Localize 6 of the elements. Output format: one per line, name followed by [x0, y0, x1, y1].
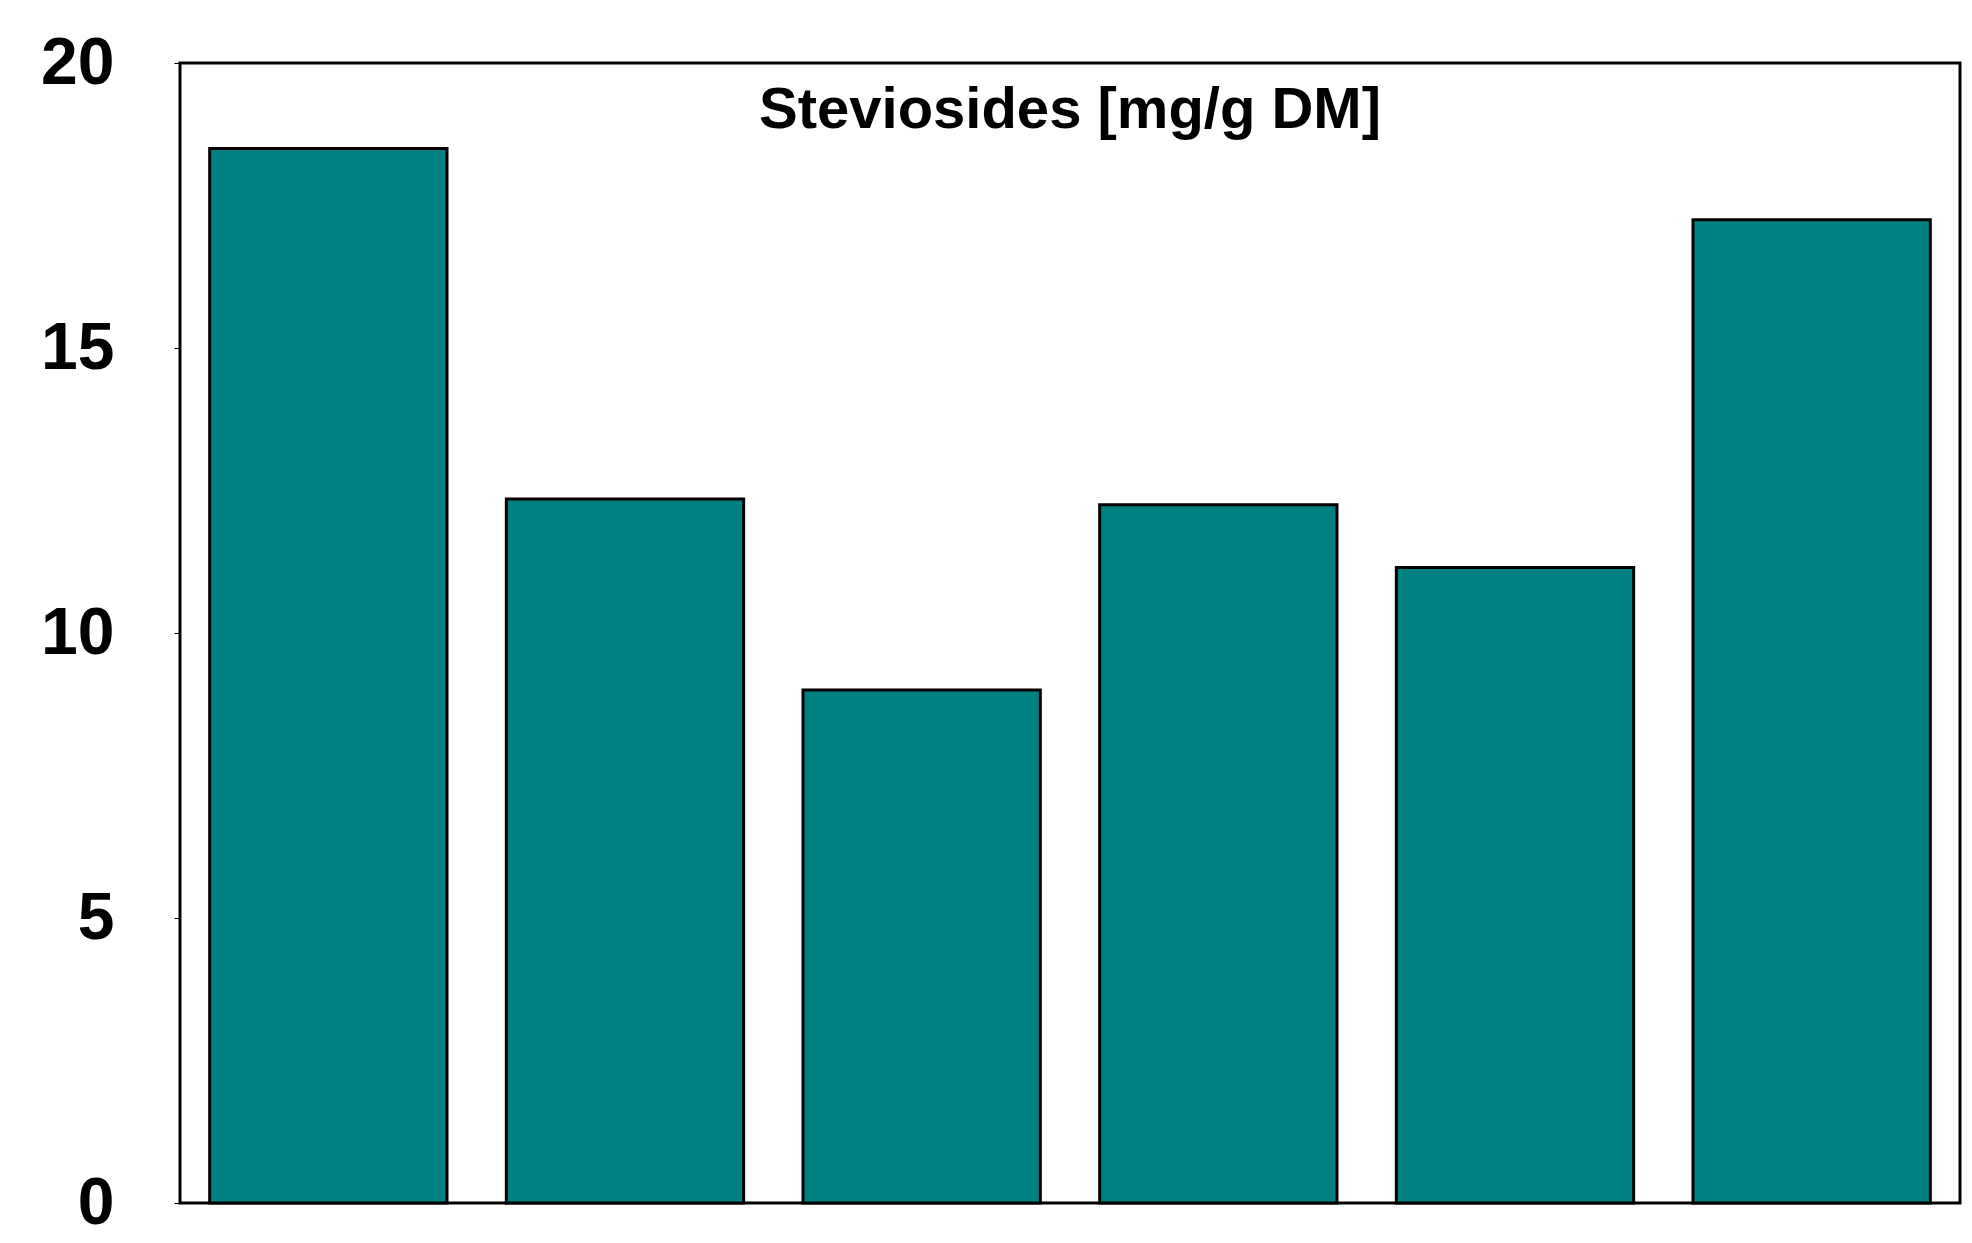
y-tick-label: 0 — [77, 1163, 115, 1238]
chart-title: Steviosides [mg/g DM] — [759, 75, 1381, 140]
y-tick-label: 20 — [41, 23, 115, 98]
y-tick-label: 10 — [41, 593, 115, 668]
y-tick-label: 5 — [77, 878, 115, 953]
y-tick-label: 15 — [41, 308, 115, 383]
